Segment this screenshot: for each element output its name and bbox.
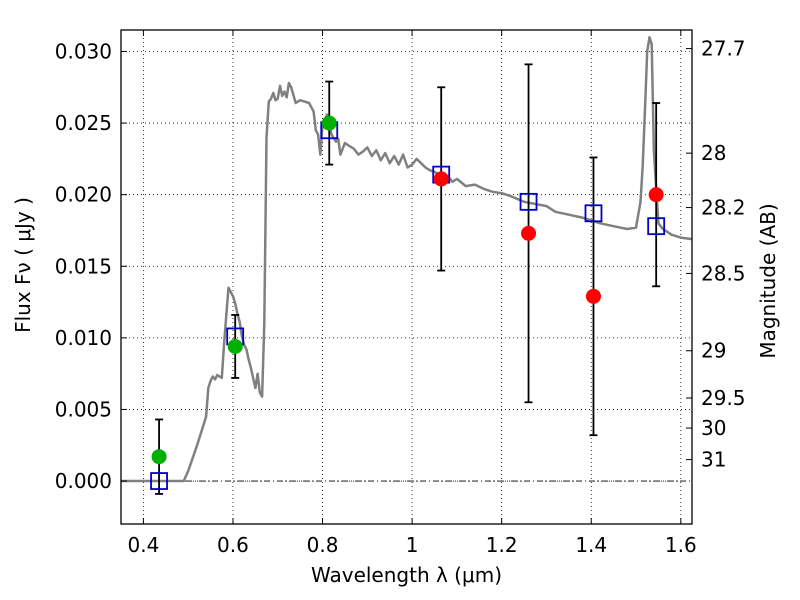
right-tick-label: 31 xyxy=(701,448,726,472)
right-tick-label: 29.5 xyxy=(701,386,746,410)
error-bars xyxy=(155,63,661,495)
model-spectrum-line xyxy=(121,35,693,483)
model-spectrum xyxy=(121,35,693,483)
y-tick-labels: 0.000 0.005 0.010 0.015 0.020 0.025 0.030 xyxy=(55,39,112,493)
x-tick-label: 0.6 xyxy=(217,533,249,557)
x-tick-label: 1.2 xyxy=(486,533,518,557)
x-tick-label: 1.4 xyxy=(575,533,607,557)
x-tick-label: 1.6 xyxy=(665,533,697,557)
right-tick-label: 29 xyxy=(701,339,726,363)
right-axis-title: Magnitude (AB) xyxy=(756,203,780,358)
y-tick-label: 0.030 xyxy=(55,39,112,63)
red-data-point xyxy=(648,187,664,203)
red-data-point xyxy=(521,225,537,241)
model-photometry-square xyxy=(647,217,666,236)
axis-ticks xyxy=(121,30,692,524)
right-tick-label: 28.5 xyxy=(701,261,746,285)
right-tick-label: 27.7 xyxy=(701,37,746,61)
observed-points xyxy=(151,115,664,465)
x-tick-label: 0.4 xyxy=(127,533,159,557)
green-data-point xyxy=(321,115,337,131)
right-tick-labels: 27.7 28 28.2 28.5 29 29.5 30 31 xyxy=(701,37,746,472)
x-tick-label: 1 xyxy=(406,533,419,557)
right-tick-label: 30 xyxy=(701,416,726,440)
y-tick-label: 0.025 xyxy=(55,111,112,135)
y-axis-title: Flux Fν ( μJy ) xyxy=(11,197,35,333)
right-tick-label: 28.2 xyxy=(701,196,746,220)
grid xyxy=(121,30,692,524)
plot-frame xyxy=(120,29,693,525)
red-data-point xyxy=(433,171,449,187)
y-tick-label: 0.020 xyxy=(55,183,112,207)
green-data-point xyxy=(151,449,167,465)
right-tick-label: 28 xyxy=(701,141,726,165)
y-tick-label: 0.000 xyxy=(55,469,112,493)
model-photometry-square xyxy=(519,192,538,211)
x-tick-label: 0.8 xyxy=(307,533,339,557)
y-tick-label: 0.015 xyxy=(55,254,112,278)
red-data-point xyxy=(585,288,601,304)
green-data-point xyxy=(227,338,243,354)
model-photometry-square xyxy=(584,204,603,223)
x-tick-labels: 0.4 0.6 0.8 1 1.2 1.4 1.6 xyxy=(127,533,696,557)
model-photometry-squares xyxy=(150,121,666,490)
y-tick-label: 0.005 xyxy=(55,397,112,421)
x-axis-title: Wavelength λ (μm) xyxy=(311,563,502,587)
y-tick-label: 0.010 xyxy=(55,326,112,350)
model-photometry-square xyxy=(150,472,168,490)
